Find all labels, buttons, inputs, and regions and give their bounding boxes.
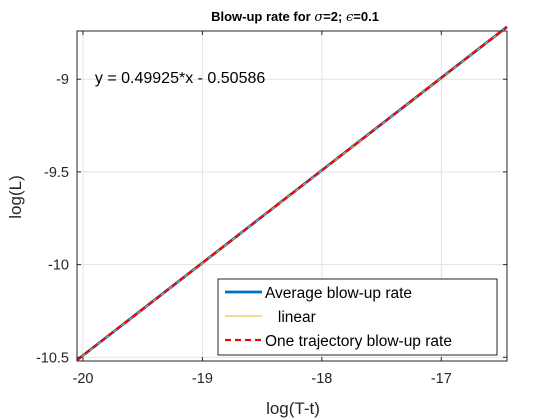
ticks: -20 -19 -18 -17 -10.5 -10 -9.5 -9	[36, 31, 507, 387]
plot-lines	[76, 25, 508, 362]
x-axis-label: log(T-t)	[266, 399, 320, 418]
legend-label-2: One trajectory blow-up rate	[265, 333, 452, 350]
y-axis-label: log(L)	[6, 175, 25, 218]
x-tick-label-3: -17	[431, 371, 452, 387]
y-tick-label-1: -10	[48, 258, 69, 274]
title-sigma: σ	[314, 10, 324, 25]
legend-label-0: Average blow-up rate	[265, 285, 412, 302]
x-tick-label-2: -18	[311, 371, 332, 387]
legend-box	[217, 278, 498, 356]
legend: Average blow-up rate linear One trajector…	[217, 278, 498, 356]
chart-title: Blow-up rate for σ=2; ϵ=0.1	[211, 9, 379, 25]
axes-box	[76, 30, 508, 362]
grid	[77, 31, 507, 361]
x-tick-label-1: -19	[192, 371, 213, 387]
y-tick-label-0: -10.5	[36, 350, 69, 366]
title-part-1: Blow-up rate for	[211, 9, 314, 24]
series-line-2	[76, 25, 508, 361]
fit-equation-annotation: y = 0.49925*x - 0.50586	[95, 70, 265, 87]
y-tick-label-2: -9.5	[44, 165, 69, 181]
title-epsilon: ϵ	[346, 10, 354, 25]
x-tick-label-0: -20	[72, 371, 93, 387]
legend-label-1: linear	[265, 309, 316, 326]
y-tick-label-3: -9	[56, 72, 69, 88]
title-part-3: =0.1	[353, 9, 379, 24]
title-part-2: =2;	[323, 9, 346, 24]
